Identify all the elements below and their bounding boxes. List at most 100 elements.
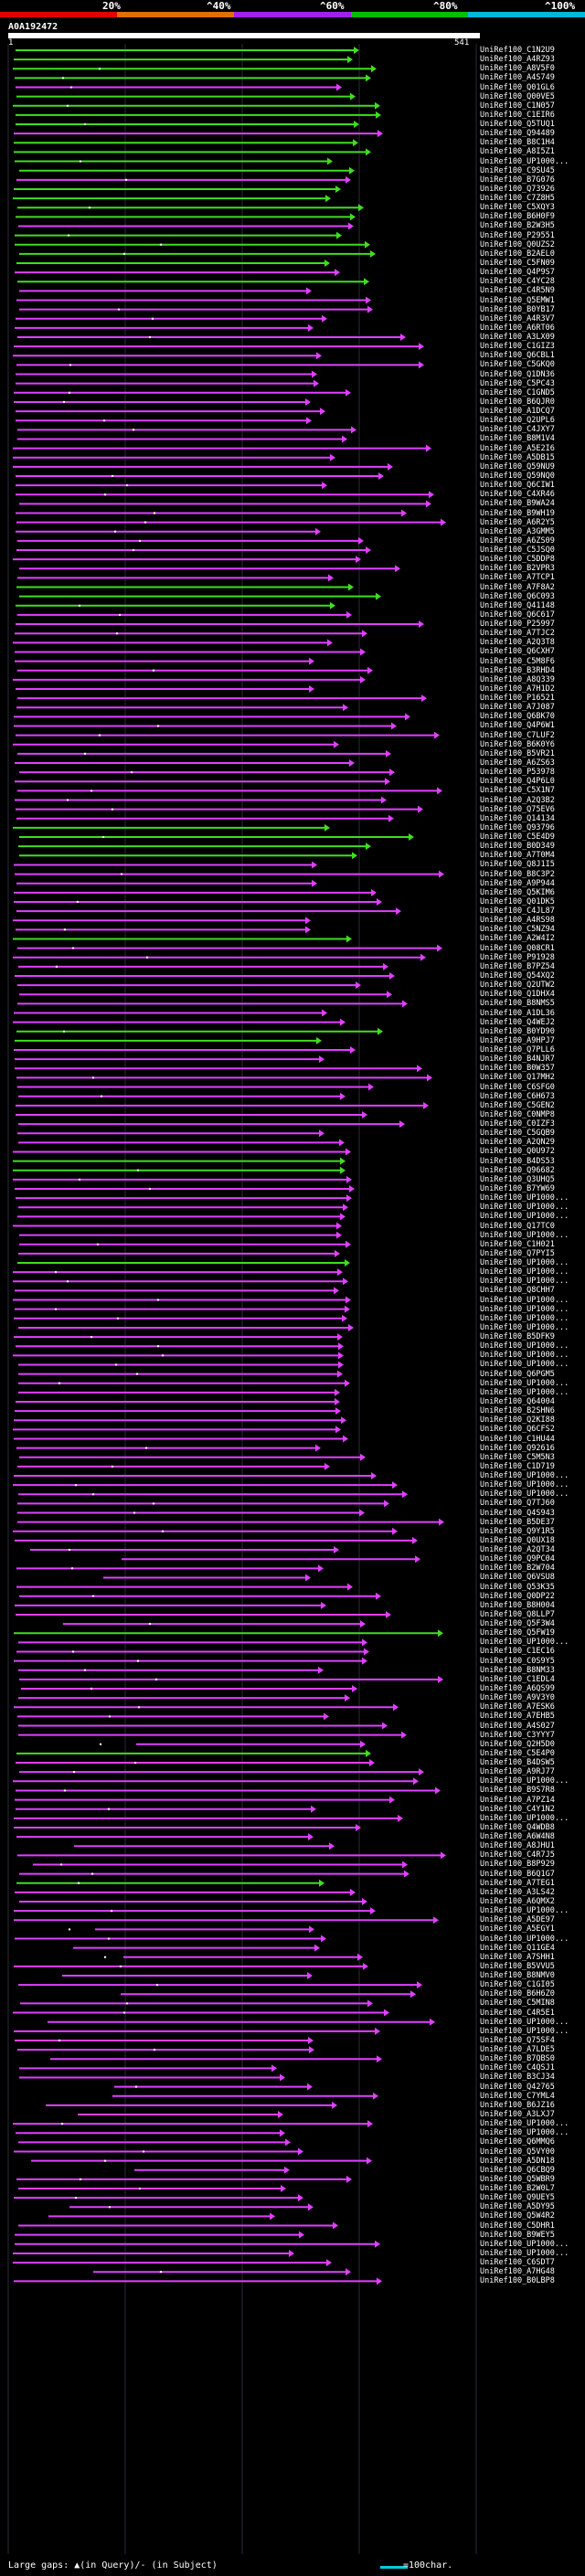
hit-label[interactable]: UniRef100_UP1000... bbox=[480, 1295, 569, 1305]
hit-label[interactable]: UniRef100_UP1000... bbox=[480, 1230, 569, 1240]
hit-label[interactable]: UniRef100_B6JZ16 bbox=[480, 2100, 555, 2110]
hit-label[interactable]: UniRef100_B2SHN6 bbox=[480, 1406, 555, 1416]
hit-label[interactable]: UniRef100_UP1000... bbox=[480, 1360, 569, 1370]
hit-label[interactable]: UniRef100_C4R5E1 bbox=[480, 2008, 555, 2018]
hit-label[interactable]: UniRef100_B6Q1G7 bbox=[480, 1869, 555, 1879]
hit-label[interactable]: UniRef100_A1DL36 bbox=[480, 1008, 555, 1018]
hit-label[interactable]: UniRef100_UP1000... bbox=[480, 1258, 569, 1268]
hit-label[interactable]: UniRef100_A8I5Z1 bbox=[480, 147, 555, 157]
hit-label[interactable]: UniRef100_Q2UTW2 bbox=[480, 981, 555, 991]
hit-label[interactable]: UniRef100_B2W3H5 bbox=[480, 221, 555, 231]
hit-label[interactable]: UniRef100_P29551 bbox=[480, 230, 555, 240]
hit-label[interactable]: UniRef100_UP1000... bbox=[480, 2017, 569, 2027]
hit-label[interactable]: UniRef100_B8NMV0 bbox=[480, 1971, 555, 1981]
hit-label[interactable]: UniRef100_UP1000... bbox=[480, 1387, 569, 1397]
hit-label[interactable]: UniRef100_Q4P6W1 bbox=[480, 721, 555, 731]
hit-label[interactable]: UniRef100_C1HU44 bbox=[480, 1434, 555, 1444]
hit-label[interactable]: UniRef100_A5DN18 bbox=[480, 2156, 555, 2166]
hit-label[interactable]: UniRef100_Q73926 bbox=[480, 184, 555, 194]
hit-label[interactable]: UniRef100_Q2KI88 bbox=[480, 1415, 555, 1426]
hit-label[interactable]: UniRef100_UP1000... bbox=[480, 2248, 569, 2258]
hit-label[interactable]: UniRef100_C1N2U9 bbox=[480, 46, 555, 55]
hit-label[interactable]: UniRef100_A6ZS09 bbox=[480, 535, 555, 546]
hit-label[interactable]: UniRef100_A5DE97 bbox=[480, 1915, 555, 1925]
hit-label[interactable]: UniRef100_B9WEY5 bbox=[480, 2230, 555, 2240]
hit-label[interactable]: UniRef100_B0W357 bbox=[480, 1064, 555, 1074]
hit-label[interactable]: UniRef100_B6H0F9 bbox=[480, 212, 555, 222]
hit-label[interactable]: UniRef100_C4R7J5 bbox=[480, 1850, 555, 1860]
hit-label[interactable]: UniRef100_A6QS99 bbox=[480, 1684, 555, 1693]
hit-label[interactable]: UniRef100_A9RJ77 bbox=[480, 1767, 555, 1777]
hit-label[interactable]: UniRef100_Q7TJ60 bbox=[480, 1499, 555, 1509]
hit-label[interactable]: UniRef100_B4DSW5 bbox=[480, 1758, 555, 1768]
hit-label[interactable]: UniRef100_Q00VE5 bbox=[480, 91, 555, 101]
hit-label[interactable]: UniRef100_Q9PC04 bbox=[480, 1554, 555, 1564]
hit-label[interactable]: UniRef100_UP1000... bbox=[480, 1212, 569, 1222]
hit-label[interactable]: UniRef100_B6K0Y6 bbox=[480, 739, 555, 749]
hit-label[interactable]: UniRef100_Q5TUQ1 bbox=[480, 120, 555, 130]
hit-label[interactable]: UniRef100_A9P944 bbox=[480, 878, 555, 888]
hit-label[interactable]: UniRef100_UP1000... bbox=[480, 1341, 569, 1352]
hit-label[interactable]: UniRef100_Q59NQ0 bbox=[480, 471, 555, 481]
hit-label[interactable]: UniRef100_C7YML4 bbox=[480, 2091, 555, 2101]
hit-label[interactable]: UniRef100_P25997 bbox=[480, 620, 555, 630]
hit-label[interactable]: UniRef100_B0YD90 bbox=[480, 1026, 555, 1036]
hit-label[interactable]: UniRef100_C9SU45 bbox=[480, 165, 555, 175]
hit-label[interactable]: UniRef100_C4Y1N2 bbox=[480, 1804, 555, 1814]
hit-label[interactable]: UniRef100_Q6CIW1 bbox=[480, 481, 555, 491]
hit-label[interactable]: UniRef100_C5M5N3 bbox=[480, 1452, 555, 1462]
hit-label[interactable]: UniRef100_Q5WBR9 bbox=[480, 2174, 555, 2184]
hit-label[interactable]: UniRef100_B2VPR3 bbox=[480, 564, 555, 574]
hit-label[interactable]: UniRef100_P53978 bbox=[480, 768, 555, 778]
hit-label[interactable]: UniRef100_A9HPJ7 bbox=[480, 1035, 555, 1045]
hit-label[interactable]: UniRef100_Q4P6L0 bbox=[480, 777, 555, 787]
hit-label[interactable]: UniRef100_A7HG48 bbox=[480, 2267, 555, 2277]
hit-label[interactable]: UniRef100_C1N057 bbox=[480, 101, 555, 111]
hit-label[interactable]: UniRef100_UP1000... bbox=[480, 1267, 569, 1277]
hit-label[interactable]: UniRef100_B6H6Z0 bbox=[480, 1989, 555, 1999]
hit-label[interactable]: UniRef100_C4QSJ1 bbox=[480, 2063, 555, 2073]
hit-label[interactable]: UniRef100_UP1000... bbox=[480, 1203, 569, 1213]
hit-label[interactable]: UniRef100_Q6C093 bbox=[480, 591, 555, 601]
hit-label[interactable]: UniRef100_C4JL87 bbox=[480, 906, 555, 917]
hit-label[interactable]: UniRef100_C1EDL4 bbox=[480, 1674, 555, 1684]
hit-label[interactable]: UniRef100_A3LS42 bbox=[480, 1887, 555, 1897]
hit-label[interactable]: UniRef100_C0NMP8 bbox=[480, 1109, 555, 1119]
hit-label[interactable]: UniRef100_Q0DP22 bbox=[480, 1591, 555, 1601]
hit-label[interactable]: UniRef100_B5VVU5 bbox=[480, 1961, 555, 1971]
hit-label[interactable]: UniRef100_Q96682 bbox=[480, 1165, 555, 1175]
hit-label[interactable]: UniRef100_A7EHB5 bbox=[480, 1712, 555, 1722]
hit-label[interactable]: UniRef100_A7T0M4 bbox=[480, 851, 555, 861]
hit-label[interactable]: UniRef100_C7Z8H5 bbox=[480, 194, 555, 204]
hit-label[interactable]: UniRef100_Q7PYI5 bbox=[480, 1248, 555, 1258]
hit-label[interactable]: UniRef100_Q5W4R2 bbox=[480, 2211, 555, 2221]
hit-label[interactable]: UniRef100_Q6MMQ6 bbox=[480, 2137, 555, 2147]
hit-label[interactable]: UniRef100_UP1000... bbox=[480, 2119, 569, 2129]
hit-label[interactable]: UniRef100_A7F8A2 bbox=[480, 582, 555, 592]
hit-label[interactable]: UniRef100_Q53K35 bbox=[480, 1582, 555, 1592]
hit-label[interactable]: UniRef100_C1EC16 bbox=[480, 1647, 555, 1657]
hit-label[interactable]: UniRef100_A6ZS63 bbox=[480, 758, 555, 768]
hit-label[interactable]: UniRef100_B9S7R8 bbox=[480, 1786, 555, 1796]
hit-label[interactable]: UniRef100_C6SFG0 bbox=[480, 1082, 555, 1092]
hit-label[interactable]: UniRef100_Q1DHX4 bbox=[480, 990, 555, 1000]
hit-label[interactable]: UniRef100_C6H673 bbox=[480, 1091, 555, 1101]
hit-label[interactable]: UniRef100_Q08CR1 bbox=[480, 943, 555, 953]
hit-label[interactable]: UniRef100_Q4S943 bbox=[480, 1508, 555, 1518]
hit-label[interactable]: UniRef100_C5JSQ0 bbox=[480, 546, 555, 556]
hit-label[interactable]: UniRef100_UP1000... bbox=[480, 1934, 569, 1944]
hit-label[interactable]: UniRef100_B0LBP8 bbox=[480, 2276, 555, 2286]
hit-label[interactable]: UniRef100_C5GQB9 bbox=[480, 1129, 555, 1139]
hit-label[interactable]: UniRef100_B5VR21 bbox=[480, 748, 555, 758]
hit-label[interactable]: UniRef100_Q6PGM5 bbox=[480, 1369, 555, 1379]
hit-label[interactable]: UniRef100_UP1000... bbox=[480, 1471, 569, 1481]
hit-label[interactable]: UniRef100_UP1000... bbox=[480, 1313, 569, 1323]
hit-label[interactable]: UniRef100_Q75EV6 bbox=[480, 804, 555, 814]
hit-label[interactable]: UniRef100_A3LXJ7 bbox=[480, 2109, 555, 2119]
hit-label[interactable]: UniRef100_Q1DN36 bbox=[480, 369, 555, 379]
hit-label[interactable]: UniRef100_C4JXY7 bbox=[480, 425, 555, 435]
hit-label[interactable]: UniRef100_B9WH19 bbox=[480, 508, 555, 518]
hit-label[interactable]: UniRef100_A6R2Y5 bbox=[480, 517, 555, 527]
hit-label[interactable]: UniRef100_C4R5N9 bbox=[480, 286, 555, 296]
hit-label[interactable]: UniRef100_Q9UEY5 bbox=[480, 2193, 555, 2203]
